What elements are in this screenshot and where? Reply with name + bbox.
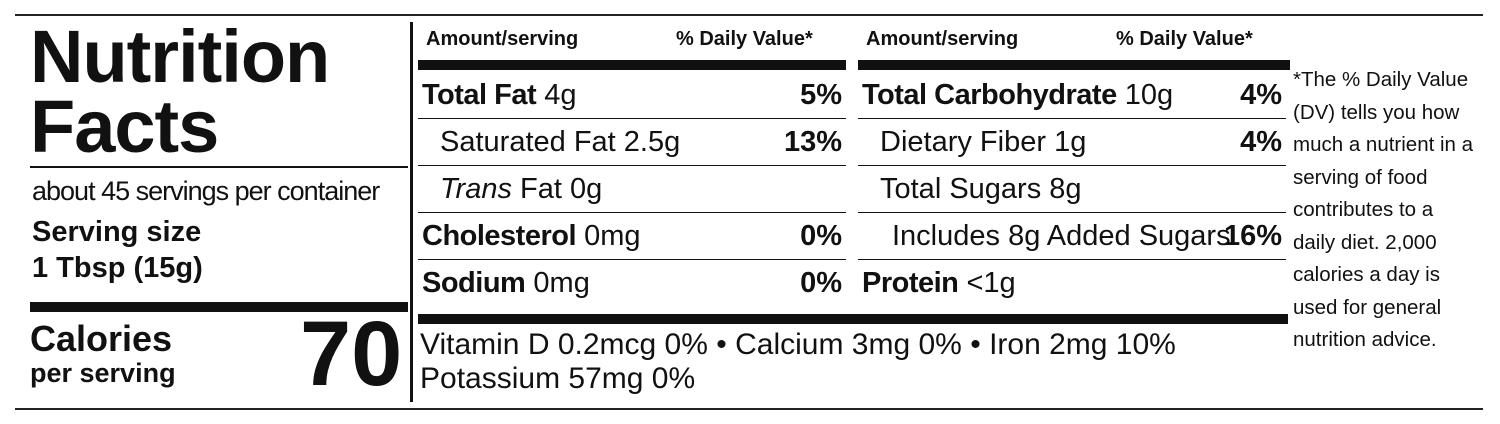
nutrient-row: Saturated Fat 2.5g 13% [418, 119, 846, 166]
thick-rule [30, 302, 408, 312]
nutrient-name: Protein [862, 267, 959, 299]
nutrient-amount: <1g [966, 267, 1016, 299]
thick-rule [418, 314, 1288, 324]
micronutrients-line: Vitamin D 0.2mcg 0% • Calcium 3mg 0% • I… [420, 328, 1176, 362]
micronutrient: Calcium 3mg 0% [735, 328, 962, 361]
serving-size-label: Serving size [32, 216, 202, 248]
nutrient-amount: 2.5g [623, 126, 681, 158]
nutrient-dv: 16% [1223, 220, 1282, 252]
micronutrient: Iron 2mg 10% [989, 328, 1176, 361]
separator: • [970, 328, 981, 361]
nutrient-name: Dietary Fiber [880, 126, 1046, 158]
thick-rule [418, 60, 846, 70]
nutrient-name: Saturated Fat [440, 126, 616, 158]
nutrient-amount: 8g [1049, 173, 1082, 205]
nutrient-name-italic: Trans [440, 173, 512, 205]
nutrient-name: Includes 8g Added Sugars [892, 220, 1231, 252]
nutrient-amount: 10g [1124, 79, 1174, 111]
rule [30, 166, 408, 168]
nutrient-name: Cholesterol [422, 220, 577, 252]
nutrient-dv: 0% [800, 267, 842, 299]
nutrient-amount: 0g [570, 173, 603, 205]
footnote: *The % Daily Value (DV) tells you how mu… [1293, 68, 1474, 351]
nutrient-row: Total Sugars 8g [858, 166, 1286, 213]
nutrient-name: Total Sugars [880, 173, 1042, 205]
serving-size: 1 Tbsp (15g) [32, 252, 203, 284]
nutrient-dv: 13% [783, 126, 842, 158]
divider [410, 22, 413, 402]
nutrient-amount: 4g [544, 79, 577, 111]
header-dv: % Daily Value* [676, 28, 813, 50]
micronutrient: Potassium 57mg 0% [420, 362, 696, 395]
nutrient-dv: 4% [1240, 79, 1282, 111]
servings: about 45 servings per container [32, 176, 380, 206]
nutrient-row: Protein <1g [858, 260, 1286, 307]
header-dv: % Daily Value* [1116, 28, 1253, 50]
nutrient-row: Sodium 0mg 0% [418, 260, 846, 307]
nutrient-name: Total Fat [422, 79, 537, 111]
nutrient-name: Sodium [422, 267, 526, 299]
nutrient-name: Total Carbohydrate [862, 79, 1117, 111]
nutrient-dv: 0% [800, 220, 842, 252]
nutrient-name: Fat [520, 173, 562, 205]
nutrient-row: Total Carbohydrate 10g 4% [858, 72, 1286, 119]
nutrient-row: Includes 8g Added Sugars 16% [858, 213, 1286, 260]
micronutrient: Vitamin D 0.2mcg 0% [420, 328, 708, 361]
separator: • [716, 328, 727, 361]
calories-value: 70 [300, 303, 403, 405]
nutrient-dv: 4% [1240, 126, 1282, 158]
nutrient-row: Dietary Fiber 1g 4% [858, 119, 1286, 166]
nutrient-amount: 1g [1054, 126, 1087, 158]
header-amount: Amount/serving [426, 28, 579, 50]
nutrient-dv: 5% [800, 79, 842, 111]
thick-rule [858, 60, 1290, 70]
nutrient-amount: 0mg [533, 267, 590, 299]
calories-sublabel: per serving [30, 358, 176, 388]
calories-label: Calories [30, 318, 173, 359]
nutrient-row: Cholesterol 0mg 0% [418, 213, 846, 260]
nutrient-row: Trans Fat 0g [418, 166, 846, 213]
nutrient-row: Total Fat 4g 5% [418, 72, 846, 119]
title-line: Facts [30, 85, 219, 168]
title-line: Nutrition [30, 15, 330, 98]
nutrient-amount: 0mg [584, 220, 641, 252]
header-amount: Amount/serving [866, 28, 1019, 50]
label-frame [15, 14, 1483, 410]
